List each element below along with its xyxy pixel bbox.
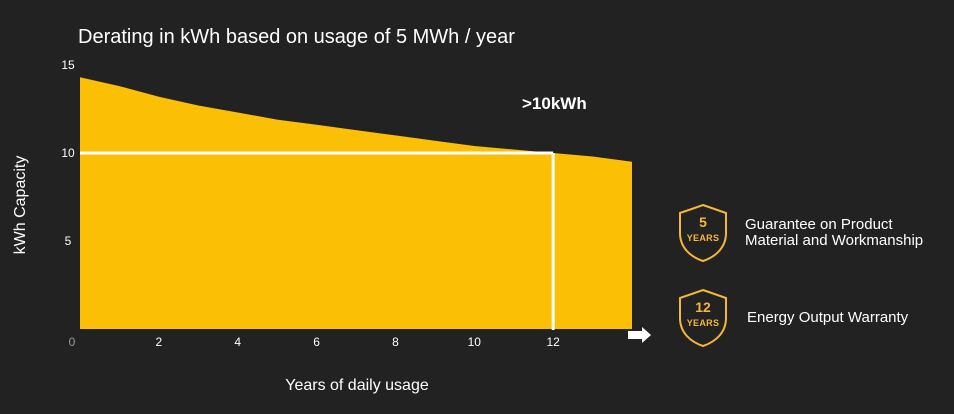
x-tick-label: 6 [313, 335, 320, 349]
right-arrow-icon [628, 327, 651, 343]
plot-area: 0 2 4 6 8 10 12 5 10 15 [61, 58, 632, 349]
badge-years-unit: YEARS [686, 318, 720, 328]
y-tick-label: 15 [61, 58, 75, 72]
shield-icon: 5 YEARS [677, 203, 737, 263]
x-axis-label: Years of daily usage [285, 377, 429, 394]
badge-text-line: Guarantee on Product [745, 216, 893, 233]
product-guarantee-badge: 5 YEARS Guarantee on Product Material an… [677, 203, 923, 263]
x-tick-label: 0 [69, 335, 76, 349]
x-tick-label: 8 [392, 335, 399, 349]
badge-text-line: Energy Output Warranty [747, 309, 909, 326]
reference-label: >10kWh [522, 94, 587, 113]
badge-years-number: 12 [695, 299, 711, 315]
x-tick-label: 4 [234, 335, 241, 349]
badge-text-line: Material and Workmanship [745, 232, 924, 249]
badge-years-unit: YEARS [686, 233, 720, 243]
energy-warranty-badge: 12 YEARS Energy Output Warranty [677, 288, 908, 348]
x-tick-label: 2 [156, 335, 163, 349]
x-tick-label: 10 [468, 335, 482, 349]
badge-description: Energy Output Warranty [747, 310, 908, 326]
y-tick-label: 5 [65, 234, 72, 248]
area-series [80, 77, 632, 329]
badge-years-number: 5 [699, 214, 707, 230]
y-axis-label: kWh Capacity [12, 156, 29, 255]
chart-title: Derating in kWh based on usage of 5 MWh … [78, 26, 515, 48]
x-tick-label: 12 [546, 335, 560, 349]
y-tick-label: 10 [61, 146, 75, 160]
shield-icon: 12 YEARS [677, 288, 737, 348]
badge-description: Guarantee on Product Material and Workma… [745, 217, 923, 249]
